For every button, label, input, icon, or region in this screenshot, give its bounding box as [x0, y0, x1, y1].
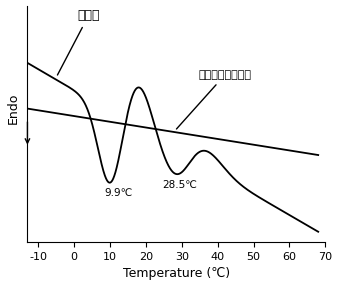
Text: 28.5℃: 28.5℃ [162, 180, 197, 190]
X-axis label: Temperature (℃): Temperature (℃) [123, 267, 230, 281]
Text: Endo: Endo [7, 93, 20, 124]
Text: 聚乙烯: 聚乙烯 [57, 9, 100, 75]
Text: 9.9℃: 9.9℃ [105, 188, 133, 198]
Text: 乙烯－丙烯共聚物: 乙烯－丙烯共聚物 [176, 70, 251, 129]
